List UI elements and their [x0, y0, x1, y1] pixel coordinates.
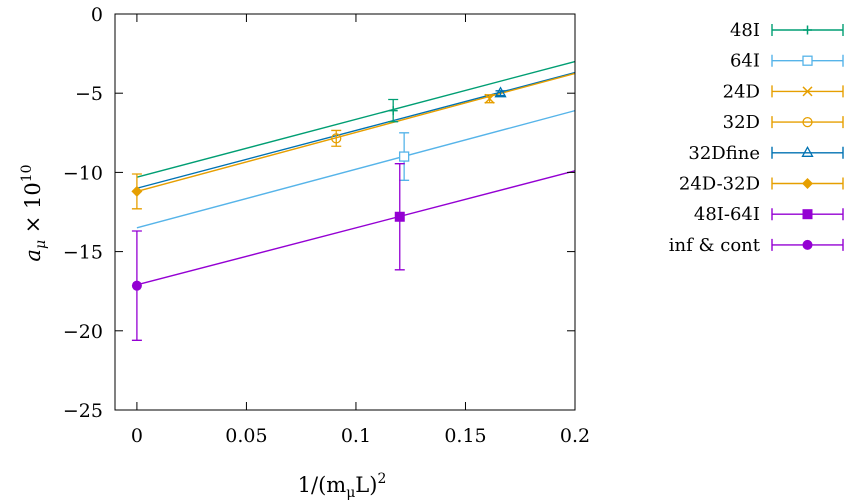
legend-label: 24D	[723, 81, 760, 102]
legend-label: 48I	[730, 20, 760, 41]
tick-labels: 0 0.05 0.1 0.15 0.2 −25 −20 −15 −10 −5 0	[63, 4, 590, 447]
legend-marker	[801, 145, 814, 157]
plot-frame	[114, 13, 576, 411]
y-tick-label: −5	[75, 83, 103, 105]
error-bars	[131, 90, 506, 341]
data-markers	[131, 86, 507, 291]
y-tick-label: −25	[63, 400, 103, 422]
legend-marker	[802, 55, 813, 66]
data-point	[388, 106, 398, 116]
error-bar	[495, 90, 506, 97]
data-point	[131, 280, 142, 291]
axis-ticks	[115, 13, 576, 411]
legend-label: 32D	[723, 112, 760, 133]
legend-line	[771, 146, 844, 159]
legend-label: 24D-32D	[679, 174, 760, 195]
y-tick-label: −10	[63, 162, 103, 184]
x-tick-label: 0	[131, 425, 143, 447]
x-tick-label: 0.2	[560, 425, 590, 447]
y-tick-label: −15	[63, 242, 103, 264]
legend-marker	[802, 116, 813, 128]
data-point	[484, 93, 495, 104]
data-point	[394, 211, 405, 222]
legend: 48I 64I 24D 32D 32Dfine 24D-32D 48I-64I inf & c…	[669, 20, 844, 256]
error-bar	[331, 129, 342, 147]
legend-label: 32Dfine	[688, 143, 760, 164]
fit-line	[136, 109, 576, 229]
legend-label: 48I-64I	[694, 204, 760, 225]
fit-line	[136, 72, 576, 193]
legend-marker	[802, 178, 813, 189]
data-point	[331, 133, 342, 144]
y-tick-label: 0	[91, 4, 103, 26]
y-tick-label: −20	[63, 321, 103, 343]
legend-line	[771, 116, 844, 129]
data-point	[494, 86, 507, 98]
data-point	[131, 185, 143, 197]
x-tick-label: 0.15	[444, 425, 486, 447]
legend-marker	[802, 209, 813, 220]
legend-marker	[802, 86, 813, 97]
fit-line	[136, 71, 576, 189]
x-axis-label: 1/(mμL)2	[298, 471, 387, 501]
x-tick-label: 0.05	[225, 425, 267, 447]
legend-marker	[803, 25, 812, 35]
fit-line	[136, 170, 576, 286]
legend-marker	[802, 239, 813, 250]
fit-lines	[136, 60, 576, 286]
fit-line	[136, 60, 576, 178]
x-tick-label: 0.1	[341, 425, 371, 447]
data-point	[398, 151, 410, 162]
legend-label: inf & cont	[669, 235, 761, 256]
y-axis-label: aμ × 1010	[19, 164, 49, 261]
legend-label: 64I	[730, 51, 760, 72]
